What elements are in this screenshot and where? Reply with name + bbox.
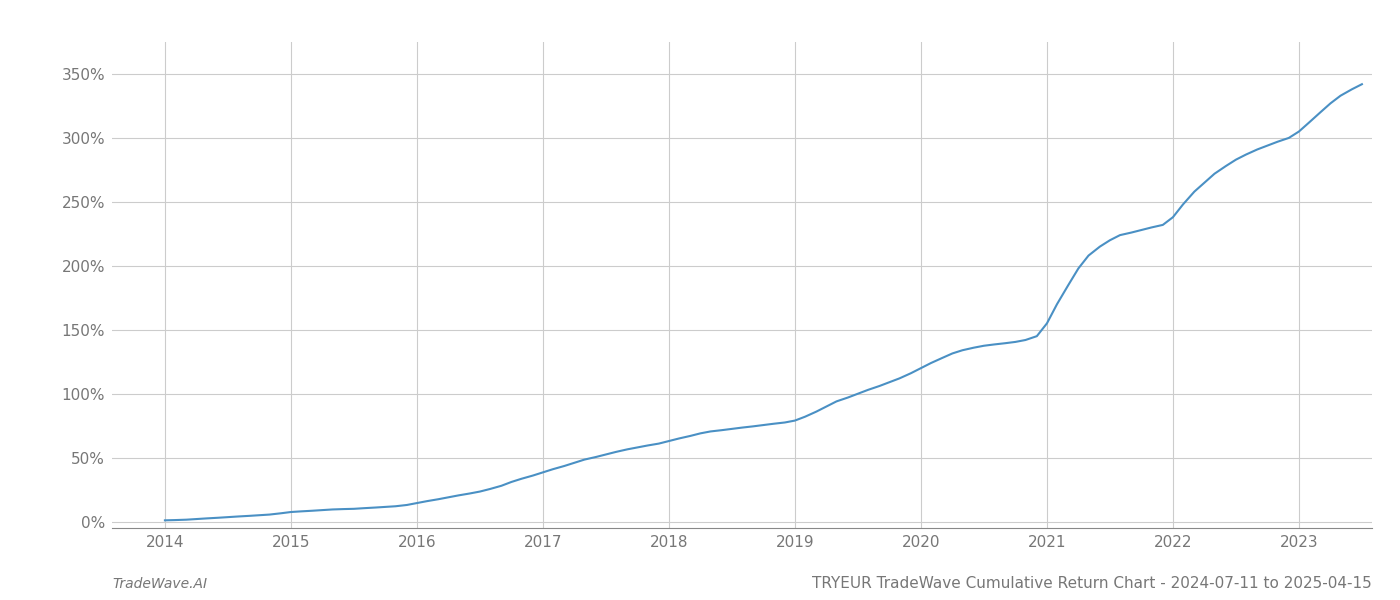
Text: TRYEUR TradeWave Cumulative Return Chart - 2024-07-11 to 2025-04-15: TRYEUR TradeWave Cumulative Return Chart… [812,576,1372,591]
Text: TradeWave.AI: TradeWave.AI [112,577,207,591]
